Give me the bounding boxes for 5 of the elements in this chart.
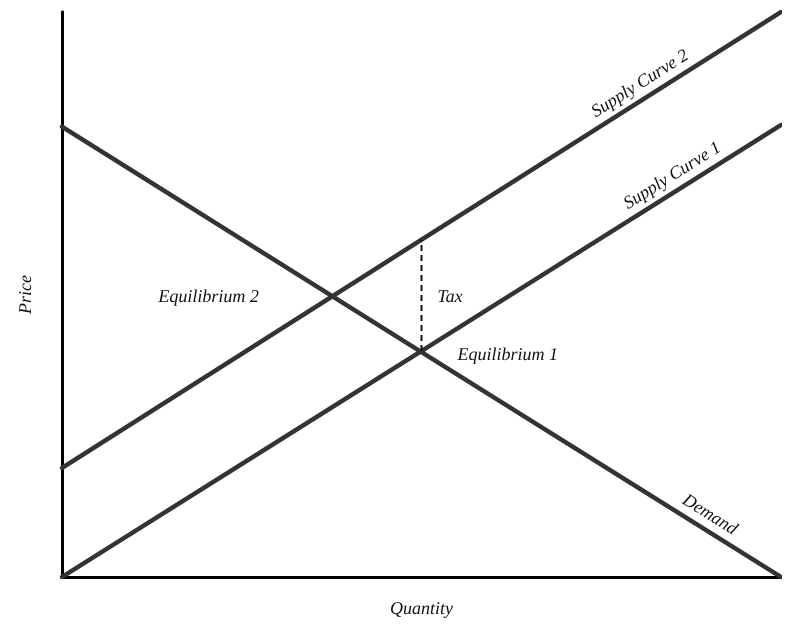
x-axis-title: Quantity bbox=[390, 598, 453, 618]
y-axis-title: Price bbox=[15, 275, 35, 315]
annotation: Equilibrium 2 bbox=[157, 286, 259, 306]
annotation: Tax bbox=[437, 286, 463, 306]
annotation: Equilibrium 1 bbox=[456, 344, 558, 364]
